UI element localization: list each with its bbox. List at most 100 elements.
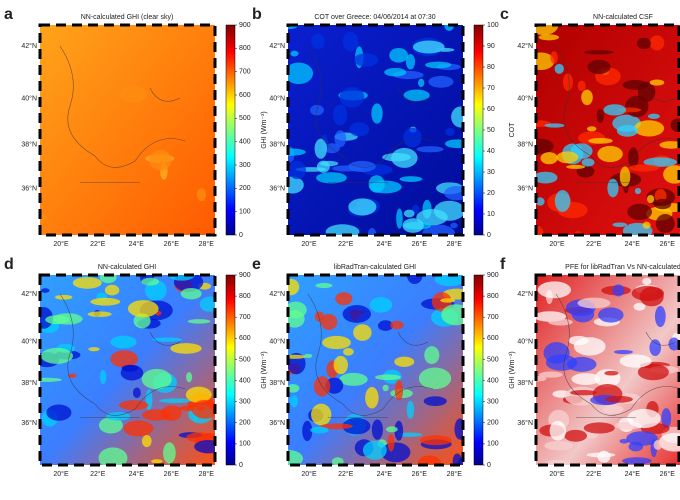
map-patch	[320, 423, 353, 430]
lon-tick-label: 20°E	[549, 470, 565, 478]
map-patch	[196, 187, 207, 202]
colorbar-tick-label: 0	[487, 232, 491, 239]
map-patch	[161, 405, 182, 421]
lat-tick-label: 36°N	[269, 419, 285, 427]
map-patch	[545, 354, 578, 371]
map-patch	[445, 127, 455, 136]
map-patch	[386, 426, 398, 433]
map-patch	[186, 372, 193, 383]
lat-tick-label: 36°N	[517, 419, 533, 427]
map-patch	[353, 53, 379, 67]
map-patch	[120, 364, 144, 381]
map-patch	[349, 122, 370, 137]
map-patch	[371, 103, 383, 124]
lat-tick-label: 38°N	[269, 141, 285, 149]
map-patch	[316, 172, 347, 184]
map-patch	[288, 176, 304, 194]
lat-tick-label: 36°N	[517, 185, 533, 193]
map-patch	[637, 363, 669, 381]
map-patch	[55, 294, 73, 300]
map-patch	[619, 438, 629, 444]
map-patch	[424, 346, 440, 365]
lon-tick-label: 22°E	[90, 240, 106, 248]
colorbar-tick-label: 700	[487, 314, 499, 321]
coastline	[59, 45, 186, 183]
colorbar-tick-label: 100	[239, 441, 251, 448]
map-patch	[653, 198, 672, 210]
map-frame	[286, 273, 465, 467]
map-patch	[548, 318, 573, 326]
map-patch	[612, 222, 628, 227]
lat-tick-label: 38°N	[269, 379, 285, 387]
map-patch	[302, 420, 313, 442]
map-patch	[389, 47, 409, 63]
lat-tick-label: 40°N	[21, 94, 37, 102]
map-patch	[668, 337, 680, 351]
colorbar-tick-label: 80	[487, 64, 495, 71]
map-patch	[187, 319, 211, 324]
map-patch	[110, 335, 137, 349]
map-patch	[536, 225, 544, 235]
map-patch	[649, 79, 665, 86]
lon-tick-label: 24°E	[377, 470, 393, 478]
map-patch	[310, 426, 329, 434]
map-patch	[377, 320, 394, 331]
map-patch	[334, 130, 347, 148]
map-patch	[584, 50, 614, 55]
lat-tick-label: 42°N	[269, 290, 285, 298]
map-patch	[537, 281, 572, 299]
map-patch	[598, 307, 624, 323]
map-patch	[619, 354, 652, 368]
map-patch	[613, 349, 633, 355]
lon-tick-label: 22°E	[90, 470, 106, 478]
map-patch	[434, 275, 463, 287]
map-patch	[544, 123, 565, 128]
lat-tick-label: 36°N	[21, 185, 37, 193]
map-patch	[290, 50, 299, 57]
map-patch	[288, 310, 305, 328]
map-frame	[286, 23, 465, 237]
lon-tick-label: 28°E	[447, 240, 463, 248]
map-patch	[368, 175, 385, 193]
colorbar-tick-label: 500	[487, 356, 499, 363]
panel-letter: b	[252, 6, 262, 23]
map-patch	[382, 153, 411, 162]
map-patch	[603, 404, 624, 415]
map-patch	[399, 176, 423, 182]
map-patch	[333, 355, 348, 375]
map-patch	[419, 435, 452, 446]
map-patch	[562, 73, 573, 92]
map-patch	[191, 399, 215, 419]
colorbar-label: COT	[509, 122, 516, 138]
lon-tick-label: 26°E	[412, 240, 428, 248]
map-patch	[454, 418, 463, 440]
map-patch	[185, 386, 212, 403]
lat-tick-label: 42°N	[269, 42, 285, 50]
map-patch	[556, 151, 579, 164]
panel-title: COT over Greece: 04/06/2014 at 07:30	[314, 14, 435, 21]
map-patch	[316, 160, 330, 173]
coastline	[555, 293, 680, 418]
map-patch	[544, 441, 574, 451]
map-patch	[646, 194, 655, 204]
map-patch	[320, 313, 338, 331]
map-patch	[406, 400, 415, 419]
map-patch	[342, 31, 359, 52]
map-patch	[587, 126, 597, 132]
map-patch	[622, 457, 652, 465]
map-patch	[46, 404, 72, 421]
map-patch	[422, 224, 456, 235]
coastline	[307, 293, 434, 418]
map-patch	[199, 296, 215, 312]
lat-tick-label: 36°N	[269, 185, 285, 193]
map-patch	[577, 80, 586, 92]
colorbar-tick-label: 400	[487, 377, 499, 384]
lon-tick-label: 22°E	[586, 240, 602, 248]
map-patch	[581, 89, 593, 106]
map-patch	[540, 152, 558, 165]
colorbar-tick-label: 30	[487, 169, 495, 176]
map-patch	[186, 432, 213, 443]
map-patch	[544, 459, 572, 465]
map-patch	[390, 320, 404, 330]
map-patch	[403, 127, 422, 148]
